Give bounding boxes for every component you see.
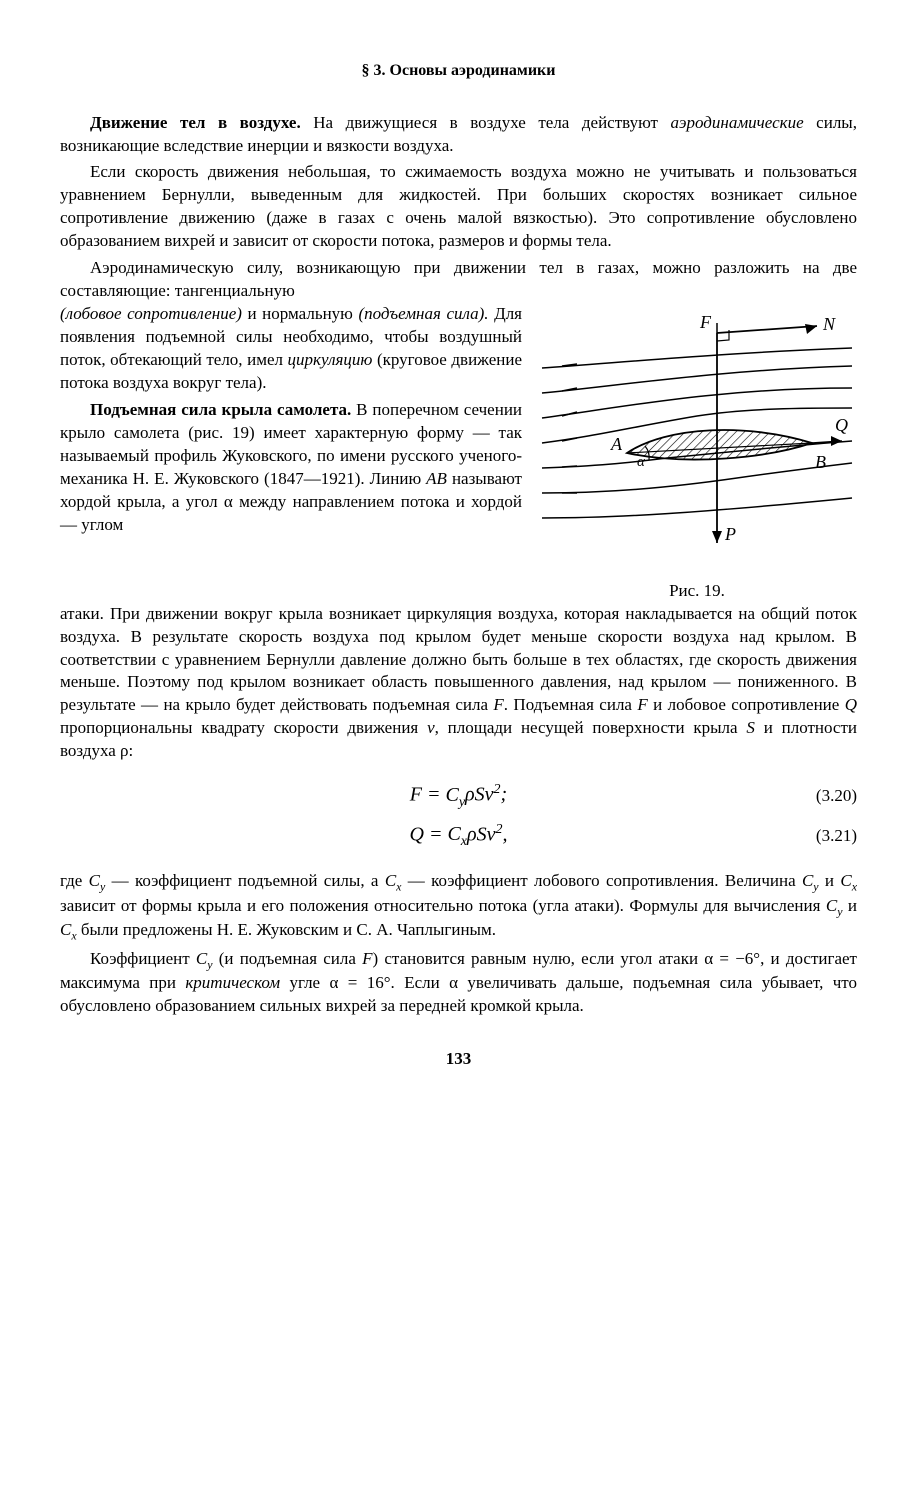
- para5-g: были предложены Н. Е. Жуковским и С. А. …: [77, 920, 496, 939]
- section-title: § 3. Основы аэродинамики: [60, 60, 857, 82]
- para6-b: (и подъемная сила: [213, 949, 363, 968]
- para4-Q: Q: [845, 695, 857, 714]
- para4-v: v: [427, 718, 435, 737]
- para-5: где Cy — коэффициент подъемной силы, а C…: [60, 870, 857, 943]
- figure-19: F N P Q A B α: [537, 308, 857, 558]
- fig-label-A: A: [610, 434, 623, 454]
- para5-f: и: [842, 896, 857, 915]
- para5-cx3: Cx: [60, 920, 77, 939]
- fig-label-N: N: [822, 314, 836, 334]
- fig-label-alpha: α: [637, 454, 646, 470]
- eq1-num: (3.20): [816, 785, 857, 808]
- para4-S: S: [746, 718, 755, 737]
- para6-cy: Cy: [196, 949, 213, 968]
- equations-block: F = CyρSv2; (3.20) Q = CxρSv2, (3.21): [60, 781, 857, 852]
- para4-b: . Подъемная сила: [504, 695, 638, 714]
- narrow1-c: (подъемная сила).: [358, 304, 488, 323]
- text-column: (лобовое сопротивление) и нормальную (по…: [60, 303, 522, 540]
- para5-d: и: [819, 871, 841, 890]
- eq2-formula: Q = CxρSv2,: [409, 821, 507, 853]
- para6-a: Коэффициент: [90, 949, 196, 968]
- para-3: Аэродинамическую силу, возникающую при д…: [60, 257, 857, 303]
- para-4: атаки. При движении вокруг крыла возника…: [60, 603, 857, 764]
- figure-column: F N P Q A B α Рис. 19.: [537, 308, 857, 603]
- narrow1-a: (лобовое сопротивление): [60, 304, 242, 323]
- para5-b: — коэффициент подъемной силы, а: [105, 871, 385, 890]
- para-1: Движение тел в воздухе. На движущиеся в …: [60, 112, 857, 158]
- para4-F2: F: [637, 695, 647, 714]
- narrow2-ab: AB: [426, 469, 447, 488]
- para3-start: Аэродинамическую силу, возникающую при д…: [60, 258, 857, 300]
- para6-F: F: [362, 949, 372, 968]
- text-figure-wrap: (лобовое сопротивление) и нормальную (по…: [60, 303, 857, 603]
- para1-rest: На движущиеся в воздухе тела действуют: [313, 113, 670, 132]
- narrow2-lead: Подъемная сила крыла самолета.: [90, 400, 356, 419]
- eq-3-21: Q = CxρSv2, (3.21): [60, 821, 857, 853]
- para5-cx2: Cx: [840, 871, 857, 890]
- para5-cy2: Cy: [802, 871, 819, 890]
- para4-d: пропорциональны квадрату скорости движен…: [60, 718, 427, 737]
- para5-cy1: Cy: [89, 871, 106, 890]
- para5-c: — коэффициент лобового сопротивления. Ве…: [401, 871, 802, 890]
- para4-e: , площади несущей поверхности крыла: [435, 718, 747, 737]
- para1-italic: аэродинамические: [671, 113, 804, 132]
- fig-label-B: B: [815, 452, 826, 472]
- eq2-num: (3.21): [816, 825, 857, 848]
- para6-italic: критическом: [185, 973, 280, 992]
- page-number: 133: [60, 1048, 857, 1071]
- eq-3-20: F = CyρSv2; (3.20): [60, 781, 857, 813]
- para5-e: зависит от формы крыла и его положения о…: [60, 896, 826, 915]
- fig-label-F: F: [699, 312, 712, 332]
- figure-caption: Рис. 19.: [537, 580, 857, 603]
- para5-cx1: Cx: [385, 871, 402, 890]
- narrow-para-1: (лобовое сопротивление) и нормальную (по…: [60, 303, 522, 395]
- para4-F1: F: [493, 695, 503, 714]
- narrow1-b: и нормальную: [242, 304, 359, 323]
- para5-cy3: Cy: [826, 896, 843, 915]
- para1-lead: Движение тел в воздухе.: [90, 113, 313, 132]
- narrow1-e: циркуляцию: [288, 350, 373, 369]
- para4-c: и лобовое сопротивление: [648, 695, 845, 714]
- para5-a: где: [60, 871, 89, 890]
- eq1-formula: F = CyρSv2;: [410, 781, 507, 813]
- fig-label-Q: Q: [835, 415, 848, 435]
- para-2: Если скорость движения небольшая, то сжи…: [60, 161, 857, 253]
- fig-label-P: P: [724, 524, 736, 544]
- para-6: Коэффициент Cy (и подъемная сила F) стан…: [60, 948, 857, 1018]
- narrow-para-2: Подъемная сила крыла самолета. В попереч…: [60, 399, 522, 537]
